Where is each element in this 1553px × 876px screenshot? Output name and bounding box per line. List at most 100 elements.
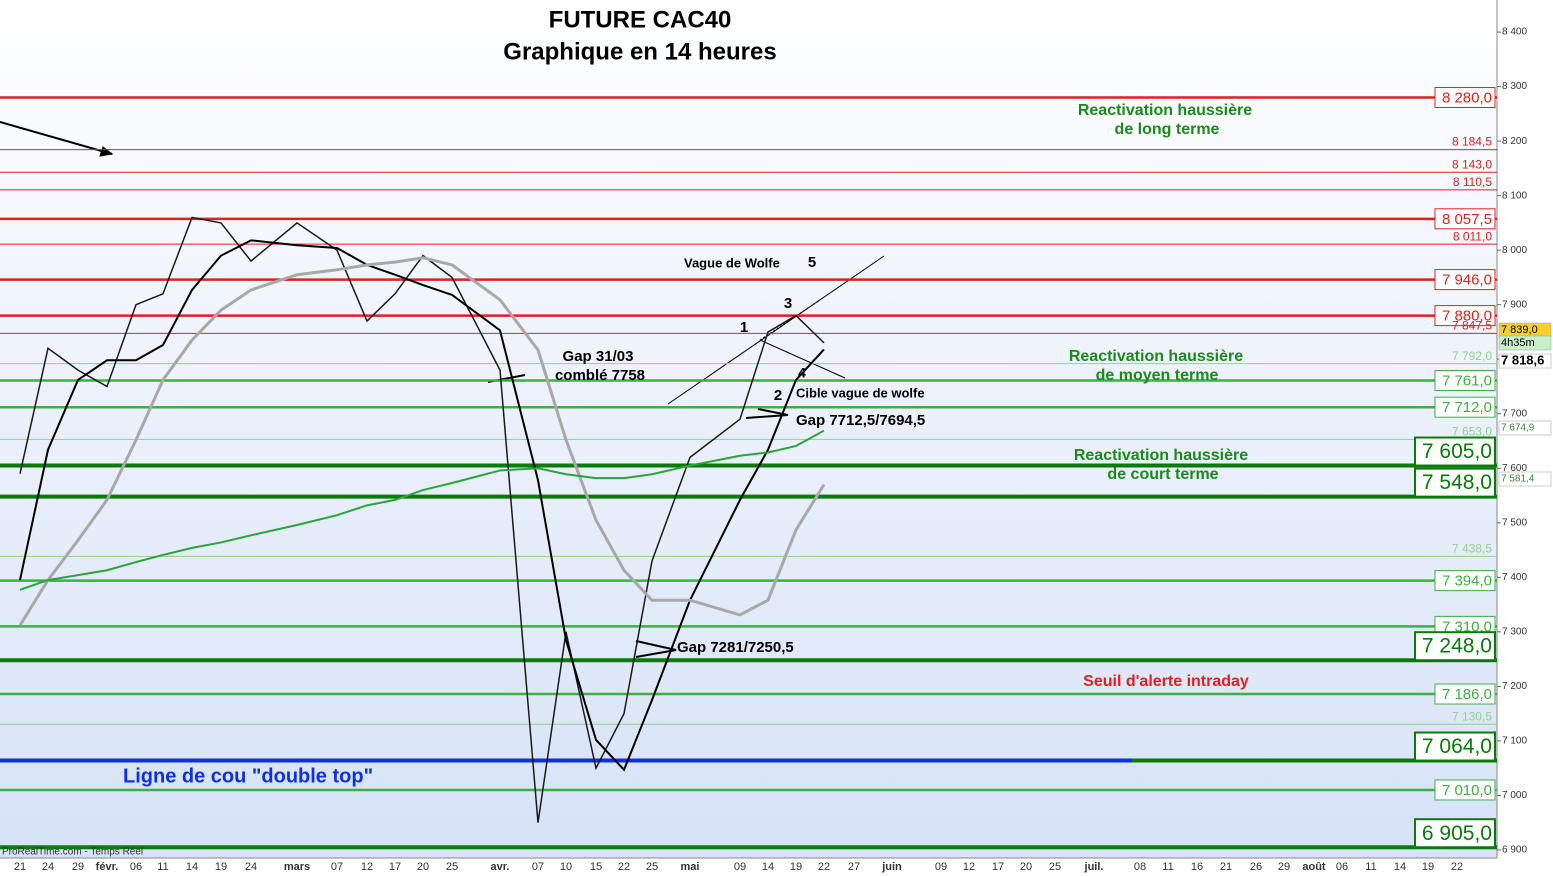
- annotation: Vague de Wolfe: [684, 255, 780, 270]
- x-tick-label: 27: [848, 861, 860, 873]
- price-badge-label: 4h35m: [1501, 337, 1535, 349]
- moving-average: [19, 429, 825, 591]
- level-label: 7 010,0: [1442, 782, 1492, 799]
- x-tick-label: 20: [417, 861, 429, 873]
- price-badge-label: 7 674,9: [1501, 423, 1535, 434]
- annotation: comblé 7758: [555, 367, 645, 384]
- gap-arrow: [745, 408, 789, 419]
- x-tick-label: 08: [1134, 861, 1146, 873]
- level-label: 7 064,0: [1422, 735, 1492, 758]
- level-box: [1414, 818, 1496, 849]
- level-label: 7 712,0: [1442, 399, 1492, 416]
- x-tick-label: 14: [186, 861, 198, 873]
- moving-average: [19, 239, 825, 772]
- y-tick-label: 7 300: [1502, 626, 1527, 637]
- level-box: [1434, 396, 1496, 418]
- annotation: Gap 31/03: [563, 348, 634, 365]
- x-tick-label: févr.: [96, 861, 119, 873]
- level-box: [1434, 269, 1496, 291]
- gap-arrow: [635, 640, 677, 658]
- x-tick-label: 19: [790, 861, 802, 873]
- level-box: [1434, 208, 1496, 230]
- level-box: [1434, 86, 1496, 108]
- level-label: 7 946,0: [1442, 272, 1492, 289]
- x-tick-label: avr.: [491, 861, 510, 873]
- x-tick-label: 25: [1049, 861, 1061, 873]
- x-tick-label: 29: [1278, 861, 1290, 873]
- price-badge-label: 7 818,6: [1501, 352, 1544, 367]
- annotation: de court terme: [1107, 466, 1218, 483]
- x-tick-label: 14: [762, 861, 774, 873]
- price-badge: [1498, 335, 1552, 351]
- level-label: 7 847,5: [1452, 318, 1492, 332]
- level-label: 7 653,0: [1452, 425, 1492, 439]
- annotation: 2: [774, 387, 782, 404]
- x-tick-label: 10: [560, 861, 572, 873]
- level-box: [1414, 436, 1496, 467]
- x-tick-label: 11: [157, 861, 168, 873]
- level-label: 7 880,0: [1442, 308, 1492, 325]
- level-label: 8 143,0: [1452, 157, 1492, 171]
- annotation: Reactivation haussière: [1078, 102, 1252, 119]
- price-badge-label: 7 581,4: [1501, 474, 1535, 485]
- annotation: 4: [798, 365, 806, 381]
- level-label: 8 110,5: [1453, 175, 1492, 189]
- x-tick-label: 11: [1162, 861, 1173, 873]
- x-tick-label: juil.: [1084, 861, 1104, 873]
- x-tick-label: 21: [1220, 861, 1232, 873]
- level-box: [1434, 305, 1496, 327]
- annotation: Reactivation haussière: [1069, 348, 1243, 365]
- chart-title: FUTURE CAC40: [549, 6, 732, 33]
- level-label: 8 184,5: [1452, 135, 1492, 149]
- y-tick-label: 7 900: [1502, 299, 1527, 310]
- level-box: [1434, 779, 1496, 801]
- x-tick-label: 12: [361, 861, 373, 873]
- x-tick-label: 26: [1250, 861, 1262, 873]
- annotation: Reactivation haussière: [1074, 447, 1248, 464]
- x-tick-label: 09: [935, 861, 947, 873]
- level-label: 6 905,0: [1422, 822, 1492, 845]
- x-axis-background: [0, 858, 1497, 876]
- x-tick-label: 25: [446, 861, 458, 873]
- y-tick-label: 8 200: [1502, 136, 1527, 147]
- y-tick-label: 8 300: [1502, 81, 1527, 92]
- level-label: 7 761,0: [1442, 372, 1492, 389]
- x-tick-label: 06: [1336, 861, 1348, 873]
- y-tick-label: 8 400: [1502, 27, 1527, 38]
- level-label: 7 310,0: [1442, 618, 1492, 635]
- annotation: Gap 7712,5/7694,5: [796, 412, 925, 429]
- trend-arrow: [0, 121, 113, 155]
- level-label: 7 394,0: [1442, 573, 1492, 590]
- level-box: [1414, 467, 1496, 498]
- level-label: 7 792,0: [1452, 349, 1492, 363]
- y-tick-label: 7 400: [1502, 572, 1527, 583]
- x-tick-label: 22: [618, 861, 630, 873]
- x-tick-label: 16: [1191, 861, 1203, 873]
- x-tick-label: 15: [590, 861, 602, 873]
- price-badge: [1498, 353, 1552, 369]
- annotation: 3: [784, 295, 792, 312]
- annotation: Ligne de cou "double top": [123, 765, 373, 787]
- x-tick-label: 17: [389, 861, 401, 873]
- annotation: Seuil d'alerte intraday: [1083, 673, 1249, 690]
- x-tick-label: 17: [992, 861, 1004, 873]
- axis-background: [1497, 0, 1553, 876]
- x-tick-label: 09: [734, 861, 746, 873]
- level-label: 7 130,5: [1452, 709, 1492, 723]
- y-tick-label: 6 900: [1502, 845, 1527, 856]
- x-tick-label: mai: [681, 861, 700, 873]
- annotation: Gap 7281/7250,5: [677, 639, 794, 656]
- level-label: 8 011,0: [1453, 229, 1492, 243]
- y-tick-label: 7 500: [1502, 517, 1527, 528]
- x-tick-label: 06: [130, 861, 142, 873]
- wolfe-line: [759, 339, 846, 379]
- y-tick-label: 7 600: [1502, 463, 1527, 474]
- x-tick-label: juin: [881, 861, 902, 873]
- plot-background: [0, 0, 1497, 858]
- level-box: [1414, 631, 1496, 662]
- x-tick-label: août: [1302, 861, 1326, 873]
- x-tick-label: 24: [42, 861, 54, 873]
- level-label: 7 438,5: [1452, 541, 1492, 555]
- level-box: [1434, 683, 1496, 705]
